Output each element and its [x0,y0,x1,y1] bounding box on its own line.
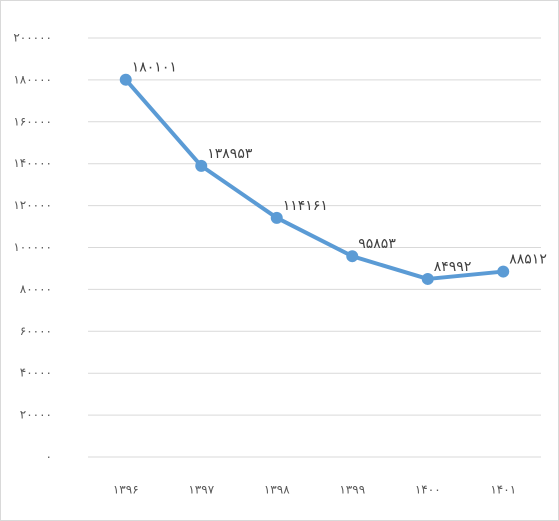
x-tick-label: ۱۳۹۹ [339,483,365,497]
data-label: ۸۸۵۱۲ [509,252,547,268]
y-tick-label: ۱۰۰۰۰۰ [13,240,52,254]
data-point [270,211,283,224]
data-line [124,78,504,281]
data-point [421,272,434,285]
x-tick-label: ۱۳۹۷ [188,483,214,497]
data-label: ۹۵۸۵۳ [358,236,396,252]
x-tick-label: ۱۳۹۸ [264,483,290,497]
y-tick-label: ۶۰۰۰۰ [20,324,52,338]
y-tick-label: ۰ [46,450,52,464]
y-tick-label: ۲۰۰۰۰۰ [13,31,52,45]
y-tick-label: ۴۰۰۰۰ [20,366,52,380]
x-tick-label: ۱۳۹۶ [113,483,139,497]
data-label: ۱۳۸۹۵۳ [207,146,253,162]
x-tick-label: ۱۴۰۰ [415,483,441,497]
y-tick-label: ۱۲۰۰۰۰ [13,198,52,212]
x-tick-label: ۱۴۰۱ [490,483,516,497]
y-tick-label: ۸۰۰۰۰ [20,282,52,296]
y-tick-label: ۱۴۰۰۰۰ [13,156,52,170]
data-point [119,73,132,86]
data-point [195,159,208,172]
y-tick-label: ۱۶۰۰۰۰ [13,114,52,128]
y-tick-label: ۱۸۰۰۰۰ [13,72,52,86]
data-label: ۸۴۹۹۲ [434,259,472,275]
y-tick-label: ۲۰۰۰۰ [20,408,52,422]
data-label: ۱۱۴۱۶۱ [283,198,328,214]
data-label: ۱۸۰۱۰۱ [132,60,177,76]
data-point [346,250,359,263]
data-point [497,265,510,278]
